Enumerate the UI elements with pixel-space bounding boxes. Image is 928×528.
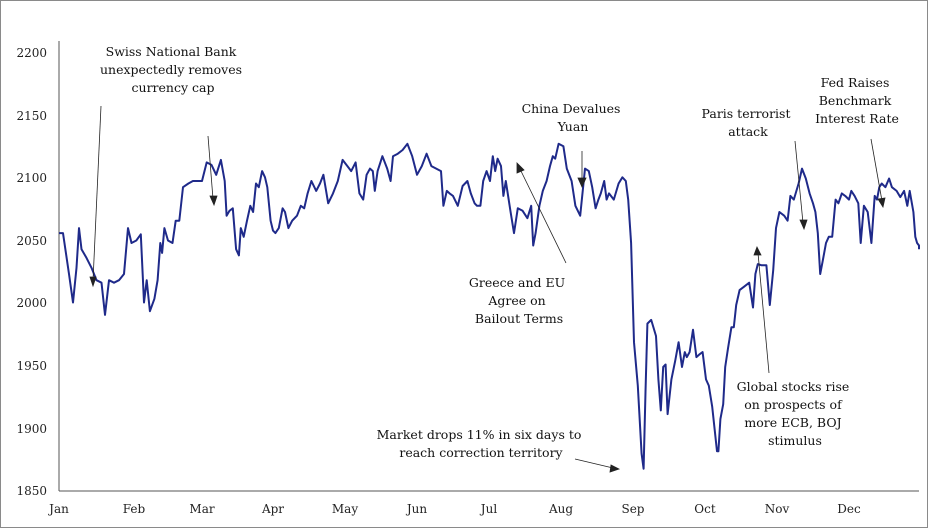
x-tick-label: Jul (479, 502, 498, 516)
arrow-head-icon (209, 195, 218, 207)
leader-line-global (757, 252, 770, 374)
arrow-head-icon (516, 162, 525, 174)
annotation-greece: Greece and EU Agree on Bailout Terms (469, 275, 569, 326)
y-tick-label: 2000 (16, 296, 47, 310)
x-tick-label: Dec (837, 502, 861, 516)
arrow-head-icon (89, 276, 97, 288)
y-tick-labels: 1850 1900 1950 2000 2050 2100 2150 2200 (16, 46, 47, 498)
arrow-head-icon (609, 464, 621, 473)
y-tick-label: 2200 (16, 46, 47, 60)
annotation-fed: Fed Raises Benchmark Interest Rate (815, 75, 899, 126)
x-tick-label: Sep (621, 502, 644, 516)
leader-line-paris (794, 140, 804, 224)
leader-line-greece (519, 168, 567, 264)
x-tick-label: Aug (548, 502, 573, 516)
arrow-head-icon (877, 197, 886, 209)
annotation-market-drop: Market drops 11% in six days to reach co… (377, 427, 586, 460)
y-tick-label: 1850 (16, 484, 47, 498)
arrow-head-icon (753, 246, 762, 256)
leader-line-market (574, 458, 614, 469)
annotation-china: China Devalues Yuan (522, 101, 625, 134)
x-tick-label: Apr (261, 502, 284, 516)
y-tick-label: 2100 (16, 171, 47, 185)
leader-line-snb-2 (207, 135, 214, 200)
x-tick-label: Mar (189, 502, 214, 516)
leader-line-fed (870, 138, 883, 202)
x-tick-label: Jan (47, 502, 69, 516)
x-tick-label: May (332, 502, 358, 516)
x-tick-label: Oct (694, 502, 716, 516)
x-tick-label: Jun (405, 502, 428, 516)
x-tick-labels: Jan Feb Mar Apr May Jun Jul Aug Sep Oct … (47, 502, 861, 516)
arrow-head-icon (799, 219, 808, 231)
y-tick-label: 2050 (16, 234, 47, 248)
annotation-snb: Swiss National Bank unexpectedly removes… (100, 44, 246, 95)
arrow-head-icon (577, 177, 587, 188)
annotation-leaders (89, 105, 886, 473)
x-tick-label: Nov (765, 502, 790, 516)
annotations: Swiss National Bank unexpectedly removes… (100, 44, 899, 460)
series-line (59, 142, 920, 470)
leader-line-snb (92, 105, 102, 282)
annotation-global-stocks: Global stocks rise on prospects of more … (737, 379, 854, 448)
annotation-paris: Paris terrorist attack (702, 106, 795, 139)
y-tick-label: 1900 (16, 422, 47, 436)
y-tick-label: 1950 (16, 359, 47, 373)
y-tick-label: 2150 (16, 109, 47, 123)
x-tick-label: Feb (123, 502, 146, 516)
